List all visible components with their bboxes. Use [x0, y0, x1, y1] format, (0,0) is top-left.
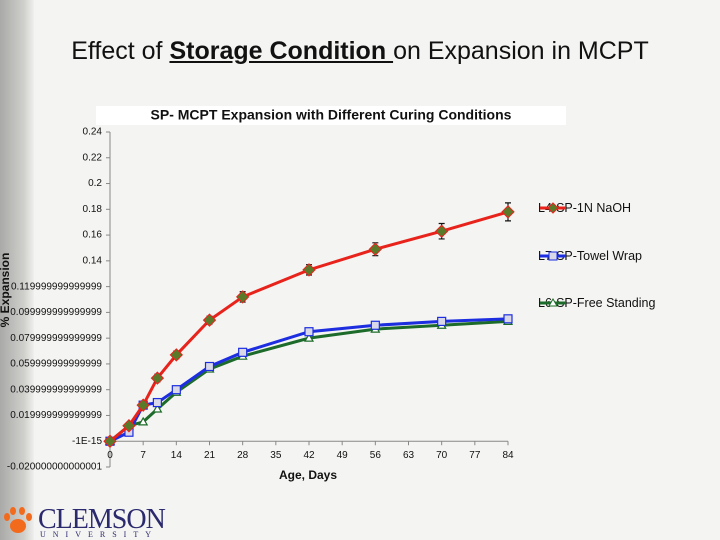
legend-item: L4-SP-1N NaOH [538, 200, 658, 216]
marker [302, 263, 316, 277]
y-tick-label: 0.039999999999999 [10, 384, 102, 395]
y-tick-label: 0.2 [88, 178, 102, 189]
x-tick-label: 42 [303, 450, 315, 461]
y-tick-label: 0.119999999999999 [11, 281, 102, 292]
x-tick-label: 21 [204, 450, 216, 461]
legend-label: L4-SP-1N NaOH [538, 201, 632, 215]
marker [202, 313, 217, 327]
y-tick-label: 0.16 [83, 230, 103, 241]
chart-title-box [96, 106, 566, 125]
marker [370, 320, 380, 330]
marker [434, 224, 449, 238]
marker [304, 327, 314, 337]
legend-item: L6-SP-Free Standing [538, 295, 658, 311]
marker [503, 314, 513, 324]
legend-swatch [540, 297, 566, 307]
marker [171, 385, 181, 395]
title-text: Effect of [71, 37, 170, 65]
marker [152, 397, 162, 408]
logo-name: CLEMSON [38, 504, 166, 535]
y-tick-label: 0.079999999999999 [10, 333, 102, 344]
x-tick-label: 28 [237, 450, 249, 461]
y-tick-label: 0.24 [83, 127, 103, 138]
x-tick-label: 70 [436, 450, 448, 461]
marker [169, 348, 184, 362]
series-line [109, 210, 509, 443]
x-axis-label: Age, Days [279, 468, 337, 482]
y-tick-label: 0.14 [83, 255, 103, 266]
marker [152, 403, 163, 413]
marker [368, 242, 383, 256]
x-tick-label: 14 [171, 450, 183, 461]
x-tick-label: 49 [337, 450, 349, 461]
y-tick-label: 0.18 [83, 204, 103, 215]
x-tick-label: 63 [403, 450, 415, 461]
marker [150, 371, 165, 385]
marker [136, 398, 150, 412]
y-tick-label: -1E-15 [72, 436, 102, 447]
marker [103, 434, 117, 448]
x-tick-label: 7 [140, 450, 146, 461]
logo: CLEMSON UNIVERSITY [0, 500, 170, 540]
x-tick-label: 84 [502, 450, 514, 461]
y-tick-label: 0.22 [83, 152, 103, 163]
legend-label: L7-SP-Towel Wrap [538, 249, 642, 263]
logo-sub: UNIVERSITY [40, 530, 158, 539]
x-tick-label: 77 [469, 450, 481, 461]
x-tick-label: 35 [270, 450, 282, 461]
x-tick-label: 0 [107, 450, 113, 461]
marker [501, 205, 515, 219]
marker [303, 332, 315, 342]
y-tick-label: 0.099999999999999 [10, 307, 102, 318]
y-tick-label: 0.019999999999999 [10, 410, 102, 421]
y-tick-label: 0.059999999999999 [10, 359, 102, 370]
chart-title: SP- MCPT Expansion with Different Curing… [151, 107, 512, 123]
texture-strip [0, 0, 34, 540]
marker [235, 290, 250, 304]
legend-swatch [540, 202, 566, 214]
legend-label: L6-SP-Free Standing [538, 296, 656, 310]
marker [238, 347, 248, 357]
y-axis-label: % Expansion [0, 253, 12, 328]
x-tick-label: 56 [370, 450, 382, 461]
marker [122, 419, 136, 433]
slide-title: Effect of Storage Condition on Expansion… [60, 36, 660, 67]
title-text: on Expansion in MCPT [393, 37, 649, 65]
paw-icon [4, 507, 32, 533]
marker [437, 316, 447, 327]
marker [138, 416, 149, 426]
legend-swatch [540, 251, 566, 261]
title-underlined: Storage Condition [169, 37, 394, 65]
marker [204, 361, 215, 372]
y-tick-label: -0.020000000000001 [7, 462, 103, 473]
legend-item: L7-SP-Towel Wrap [538, 248, 658, 264]
